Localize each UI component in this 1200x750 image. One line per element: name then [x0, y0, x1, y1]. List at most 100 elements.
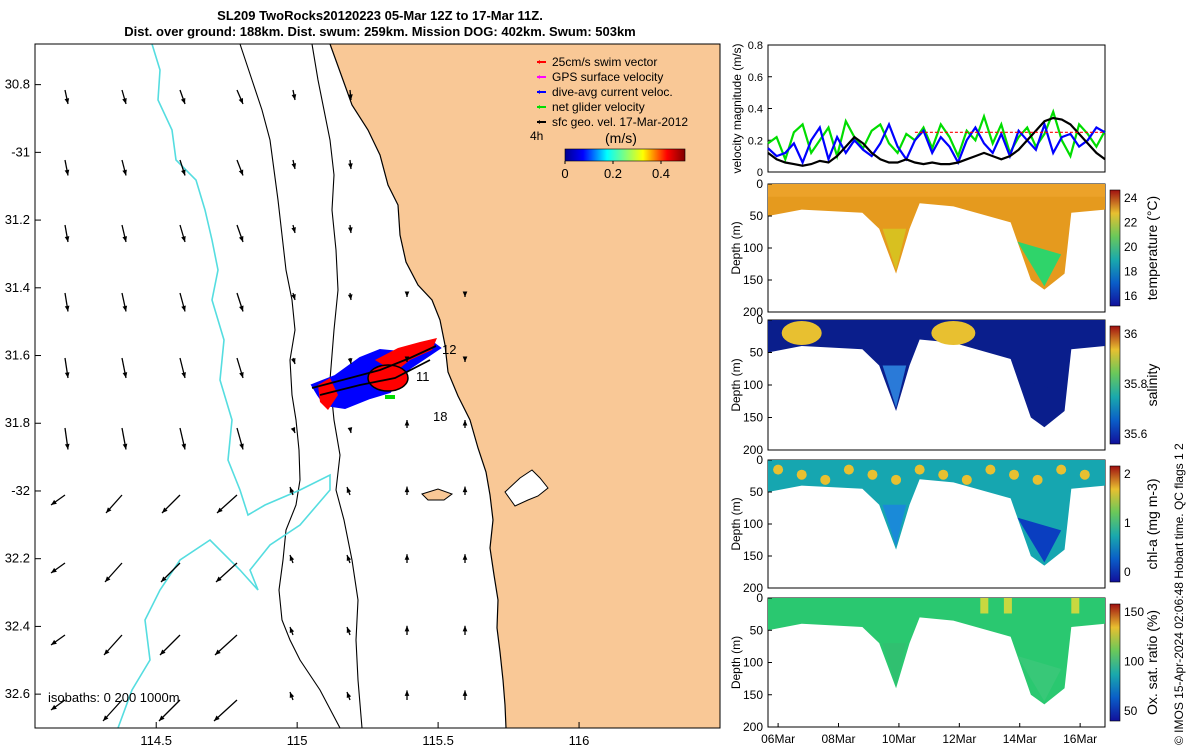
section-ytick-label: 200 [743, 443, 763, 457]
isobath-cyan [117, 43, 331, 729]
current-arrow [462, 690, 468, 700]
current-arrow [179, 292, 186, 312]
current-arrow [347, 427, 353, 434]
section-xtick-label: 08Mar [822, 732, 856, 746]
section-ytick-label: 50 [750, 485, 764, 499]
legend-arrowhead [537, 60, 540, 64]
current-arrow [161, 494, 181, 514]
section-patch [914, 464, 925, 475]
current-arrow [347, 224, 353, 234]
map-ytick-label: -32 [11, 483, 30, 498]
map-panel: 12 11 18 114.5 115 115.5 116 30.8 -31 31.2 31.4 31… [5, 43, 721, 748]
map-ytick-label: 31.8 [5, 415, 30, 430]
salinity-section: 0 50 100 150 200 Depth (m) 36 35.8 35.6 salinity [729, 313, 1160, 457]
section-ytick-label: 0 [756, 453, 763, 467]
current-arrow [289, 486, 295, 496]
section-colorbar-tick-label: 22 [1124, 216, 1138, 230]
current-arrow [236, 357, 244, 379]
isobath-label: isobaths: 0 200 1000m [48, 690, 180, 705]
section-data-fill [768, 460, 1105, 566]
section-panels: 0 0.2 0.4 0.6 0.8 velocity magnitude (m/s) 0 5… [729, 40, 1160, 746]
section-patch [843, 464, 854, 475]
section-ytick-label: 100 [743, 378, 763, 392]
current-arrow [159, 634, 181, 656]
section-dip-feature [882, 365, 907, 408]
current-arrow [104, 562, 123, 583]
map-ytick-label: 32.6 [5, 686, 30, 701]
current-arrow [236, 427, 244, 450]
section-ytick-label: 150 [743, 688, 763, 702]
section-patch [985, 464, 996, 475]
current-arrow [236, 292, 244, 312]
island-right [504, 469, 549, 507]
map-ytick-label: 32.2 [5, 551, 30, 566]
current-arrow [64, 292, 70, 312]
map-colorbar [564, 148, 686, 162]
temperature-section: 0 50 100 150 200 Depth (m) 24 22 20 18 16 temperatu… [729, 177, 1160, 319]
section-shallow-feature [931, 321, 976, 345]
current-vector-field [50, 89, 468, 722]
section-ytick-label: 100 [743, 241, 763, 255]
current-arrow [50, 562, 66, 574]
map-ytick-label: 32.4 [5, 618, 30, 633]
current-arrow [404, 486, 410, 495]
section-patch [938, 469, 949, 480]
current-arrow [179, 427, 187, 450]
legend-label: GPS surface velocity [552, 70, 663, 84]
current-arrow [404, 356, 410, 362]
section-ytick-label: 200 [743, 581, 763, 595]
velocity-series-line [767, 108, 1106, 163]
velocity-series-line [767, 120, 1106, 166]
credit-text: © IMOS 15-Apr-2024 02:06:48 Hobart time.… [1172, 443, 1186, 745]
section-ytick-label: 200 [743, 720, 763, 734]
velocity-panel: 0 0.2 0.4 0.6 0.8 velocity magnitude (m/s) [730, 40, 1106, 179]
map-ytick-label: 31.4 [5, 280, 30, 295]
section-patch [980, 598, 989, 614]
section-xtick-label: 16Mar [1063, 732, 1097, 746]
current-arrow [236, 159, 244, 176]
current-arrow [160, 562, 181, 583]
legend-arrowhead [537, 120, 540, 124]
current-arrow [404, 291, 410, 297]
section-ylabel: Depth (m) [729, 221, 743, 274]
current-arrow [291, 224, 296, 234]
current-arrow [289, 626, 295, 636]
track-annotation: 18 [433, 409, 447, 424]
section-patch [1071, 598, 1080, 614]
current-arrow [158, 699, 181, 722]
legend-label: dive-avg current veloc. [552, 85, 673, 99]
section-data-fill [768, 598, 1105, 705]
chart-title-line1: SL209 TwoRocks20120223 05-Mar 12Z to 17-… [217, 8, 543, 23]
current-arrow [216, 494, 238, 514]
section-ylabel: Depth (m) [729, 636, 743, 689]
current-arrow [404, 690, 410, 700]
current-arrow [291, 159, 297, 170]
section-ytick-label: 50 [750, 209, 764, 223]
velocity-ytick-label: 0 [757, 167, 763, 179]
current-arrow [64, 159, 70, 176]
current-arrow [462, 356, 468, 362]
velocity-ylabel: velocity magnitude (m/s) [730, 43, 744, 173]
colorbar-tick-label: 0.4 [652, 166, 670, 181]
current-arrow [289, 691, 295, 701]
current-arrow [121, 427, 128, 450]
section-xtick-label: 06Mar [761, 732, 795, 746]
chart-title-line2: Dist. over ground: 188km. Dist. swum: 25… [124, 24, 636, 39]
track-annotation: 12 [442, 342, 456, 357]
track-annotation: 11 [416, 369, 430, 384]
current-arrow [50, 494, 66, 506]
map-ytick-label: -31 [11, 144, 30, 159]
current-arrow [291, 357, 296, 365]
section-dip-feature [882, 504, 907, 547]
velocity-ytick-label: 0.2 [748, 135, 763, 147]
current-arrow [121, 292, 128, 312]
section-colorbar [1109, 465, 1121, 583]
island [421, 488, 454, 501]
section-colorbar-tick-label: 35.8 [1124, 377, 1148, 391]
section-xtick-label: 12Mar [942, 732, 976, 746]
current-arrow [102, 699, 123, 722]
section-colorbar-label: temperature (°C) [1144, 196, 1160, 300]
current-arrow [462, 420, 468, 428]
section-patch [891, 474, 902, 485]
